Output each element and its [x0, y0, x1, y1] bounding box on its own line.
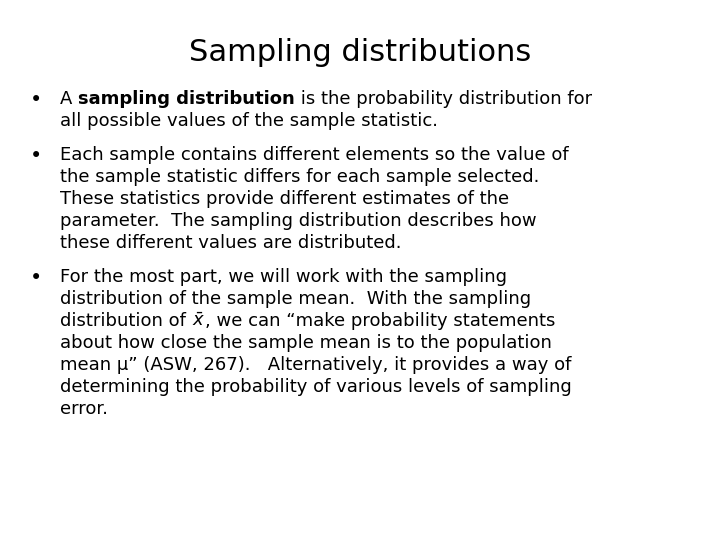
Text: These statistics provide different estimates of the: These statistics provide different estim… — [60, 190, 509, 208]
Text: distribution of the sample mean.  With the sampling: distribution of the sample mean. With th… — [60, 290, 531, 308]
Text: For the most part, we will work with the sampling: For the most part, we will work with the… — [60, 268, 507, 286]
Text: •: • — [30, 268, 42, 288]
Text: $\bar{x}$: $\bar{x}$ — [192, 312, 205, 330]
Text: the sample statistic differs for each sample selected.: the sample statistic differs for each sa… — [60, 168, 539, 186]
Text: these different values are distributed.: these different values are distributed. — [60, 234, 402, 252]
Text: A: A — [60, 90, 78, 108]
Text: about how close the sample mean is to the population: about how close the sample mean is to th… — [60, 334, 552, 352]
Text: •: • — [30, 146, 42, 166]
Text: error.: error. — [60, 400, 108, 418]
Text: •: • — [30, 90, 42, 110]
Text: mean μ” (ASW, 267).   Alternatively, it provides a way of: mean μ” (ASW, 267). Alternatively, it pr… — [60, 356, 572, 374]
Text: distribution of: distribution of — [60, 312, 192, 330]
Text: Sampling distributions: Sampling distributions — [189, 38, 531, 67]
Text: , we can “make probability statements: , we can “make probability statements — [205, 312, 556, 330]
Text: all possible values of the sample statistic.: all possible values of the sample statis… — [60, 112, 438, 130]
Text: parameter.  The sampling distribution describes how: parameter. The sampling distribution des… — [60, 212, 536, 230]
Text: sampling distribution: sampling distribution — [78, 90, 295, 108]
Text: determining the probability of various levels of sampling: determining the probability of various l… — [60, 378, 572, 396]
Text: is the probability distribution for: is the probability distribution for — [295, 90, 592, 108]
Text: Each sample contains different elements so the value of: Each sample contains different elements … — [60, 146, 569, 164]
